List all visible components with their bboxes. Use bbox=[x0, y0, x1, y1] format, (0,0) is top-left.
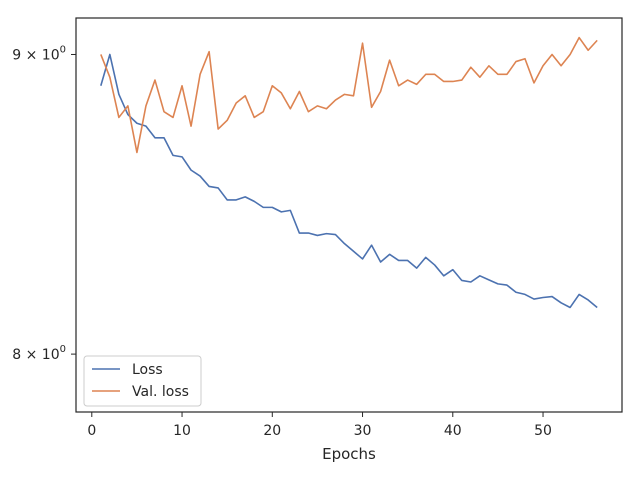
series-line-val-loss bbox=[100, 36, 598, 154]
x-tick-label: 40 bbox=[444, 423, 462, 439]
y-axis-ticks: 8 × 100 9 × 100 bbox=[12, 44, 76, 363]
x-tick-label: 30 bbox=[354, 423, 372, 439]
series-line-loss bbox=[100, 53, 598, 309]
y-tick-label: 9 × 100 bbox=[12, 44, 66, 63]
legend: Loss Val. loss bbox=[83, 355, 202, 407]
x-tick-label: 50 bbox=[534, 423, 552, 439]
legend-label-loss: Loss bbox=[132, 362, 163, 378]
x-tick-label: 0 bbox=[87, 423, 96, 439]
y-tick-label: 8 × 100 bbox=[12, 344, 66, 363]
plot-frame bbox=[75, 17, 623, 413]
series-layer bbox=[100, 36, 598, 309]
x-axis-ticks: 0 10 20 30 40 50 bbox=[87, 412, 552, 439]
x-tick-label: 10 bbox=[173, 423, 191, 439]
x-tick-label: 20 bbox=[263, 423, 281, 439]
x-axis-label: Epochs bbox=[322, 445, 376, 463]
legend-label-val-loss: Val. loss bbox=[132, 384, 189, 400]
